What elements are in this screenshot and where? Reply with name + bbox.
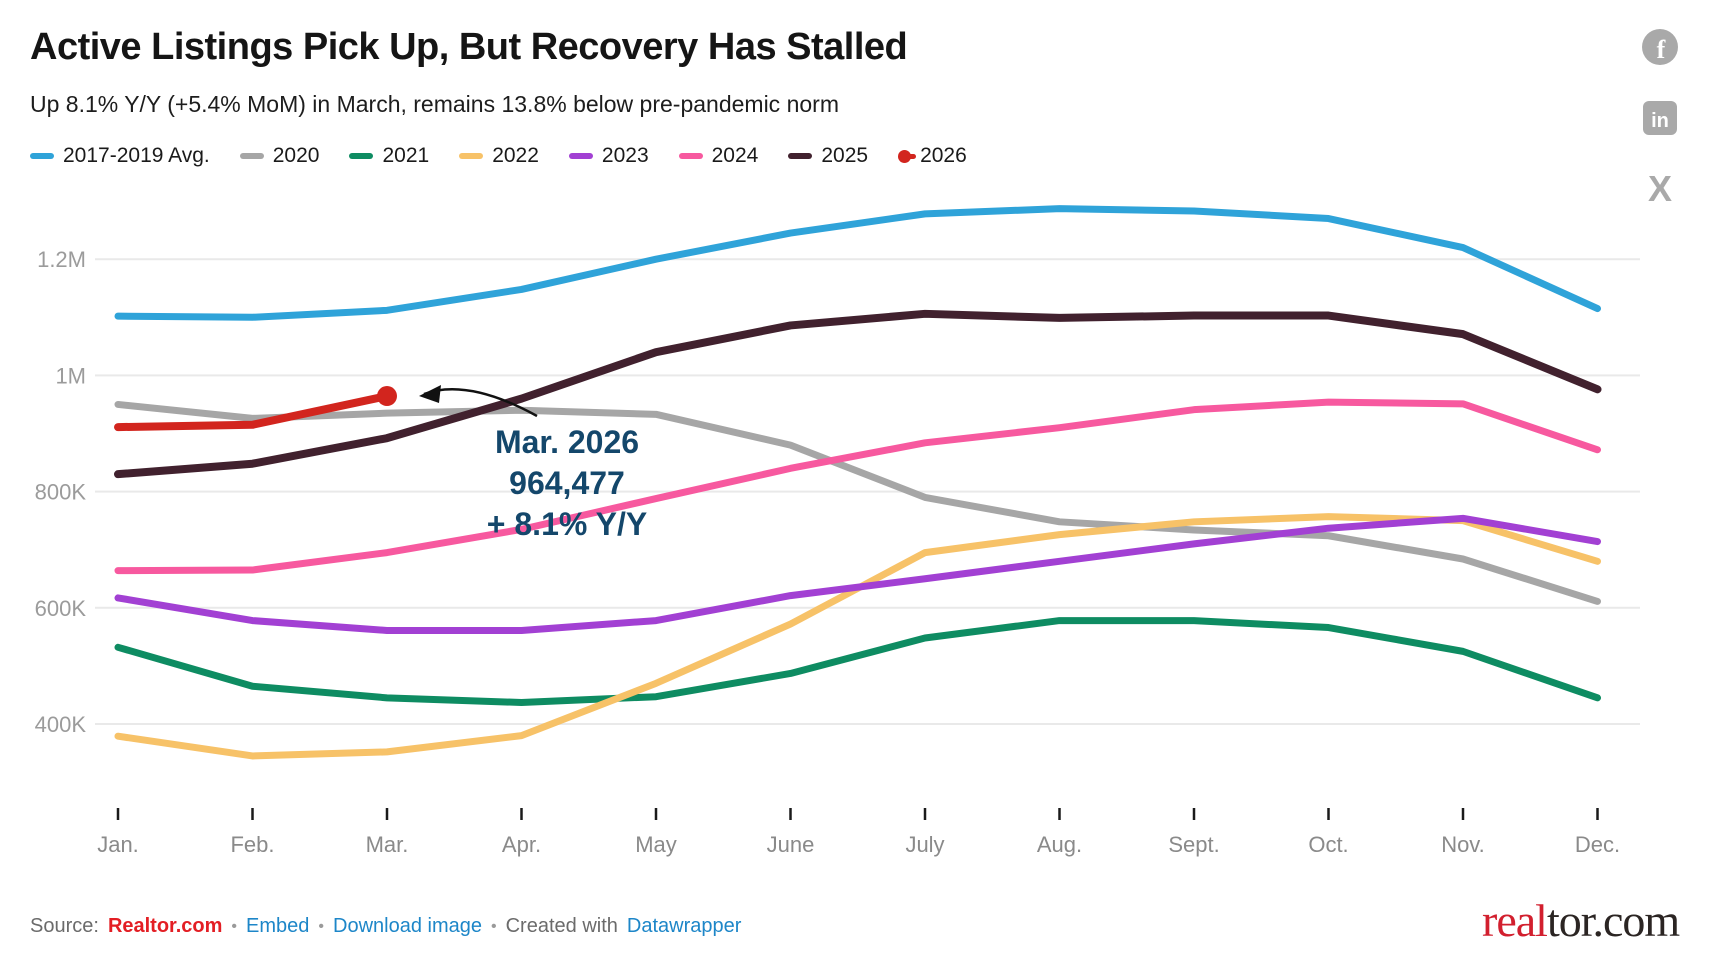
legend-swatch-icon: [898, 149, 917, 163]
page-title: Active Listings Pick Up, But Recovery Ha…: [30, 26, 908, 68]
line-2023: [114, 514, 1601, 634]
y-axis-label: 800K: [35, 480, 87, 505]
legend-label: 2025: [821, 144, 869, 167]
legend-label: 2023: [601, 144, 649, 167]
linkedin-icon[interactable]: in: [1641, 99, 1679, 137]
line-2017-2019-avg-: [114, 205, 1601, 321]
x-icon[interactable]: X: [1641, 170, 1679, 208]
x-axis-label: Oct.: [1308, 832, 1348, 857]
latest-point-marker: [377, 386, 397, 407]
logo-part-dark: tor.com: [1546, 895, 1680, 946]
separator-bullet: •: [231, 917, 238, 935]
x-axis-label: Apr.: [502, 832, 541, 857]
x-axis-label: Dec.: [1575, 832, 1620, 857]
legend-label: 2020: [272, 144, 320, 167]
legend-label: 2021: [382, 144, 430, 167]
line-2020: [114, 400, 1601, 605]
legend-item-2017-2019-avg-: 2017-2019 Avg.: [30, 144, 210, 168]
source-label: Source:: [30, 915, 99, 937]
annotation-text: 964,477: [509, 465, 625, 501]
x-axis-label: Feb.: [230, 832, 274, 857]
line-2021: [114, 617, 1601, 707]
legend-label: 2022: [492, 144, 539, 167]
download-image-link[interactable]: Download image: [333, 915, 482, 937]
legend-item-2026: 2026: [898, 144, 967, 168]
source-link[interactable]: Realtor.com: [107, 915, 223, 937]
legend-swatch-icon: [30, 153, 54, 159]
x-axis-label: May: [635, 832, 677, 857]
embed-link[interactable]: Embed: [246, 915, 310, 937]
x-axis-label: July: [905, 832, 944, 857]
legend-item-2024: 2024: [678, 144, 759, 168]
realtor-com-logo: realtor.com: [1482, 894, 1680, 947]
legend-swatch-icon: [459, 153, 484, 159]
separator-bullet: •: [491, 917, 497, 935]
line-2025: [114, 309, 1602, 479]
legend-swatch-icon: [678, 153, 703, 159]
svg-text:f: f: [1657, 35, 1666, 64]
legend-swatch-icon: [568, 153, 593, 159]
page-subtitle: Up 8.1% Y/Y (+5.4% MoM) in March, remain…: [30, 91, 839, 117]
datawrapper-link[interactable]: Datawrapper: [626, 915, 742, 937]
facebook-icon[interactable]: f: [1641, 28, 1679, 66]
x-axis-label: Nov.: [1441, 832, 1485, 857]
legend-swatch-icon: [239, 153, 264, 159]
legend-item-2022: 2022: [459, 144, 539, 168]
footer: Source: Realtor.com • Embed • Download i…: [30, 915, 741, 938]
y-axis-label: 400K: [35, 712, 87, 737]
social-share-bar: f in X: [1641, 28, 1679, 208]
x-axis-label: Jan.: [97, 832, 139, 857]
annotation-arrowhead: [419, 385, 441, 403]
legend-item-2021: 2021: [349, 144, 429, 168]
x-axis-label: June: [767, 832, 815, 857]
y-axis-label: 600K: [35, 596, 87, 621]
line-2024: [114, 398, 1601, 575]
annotation-text: + 8.1% Y/Y: [487, 506, 647, 542]
annotation-text: Mar. 2026: [495, 424, 639, 460]
separator-bullet: •: [318, 917, 325, 935]
svg-text:in: in: [1651, 110, 1669, 132]
legend-item-2020: 2020: [239, 144, 320, 168]
x-axis-label: Sept.: [1168, 832, 1219, 857]
legend-swatch-icon: [788, 153, 813, 159]
chart-legend: 2017-2019 Avg. 2020 2021 2022 2023 2024 2025 20…: [30, 144, 967, 168]
legend-item-2025: 2025: [788, 144, 868, 168]
svg-text:X: X: [1648, 170, 1672, 208]
x-axis-label: Mar.: [366, 832, 409, 857]
legend-label: 2026: [920, 144, 967, 167]
y-axis-label: 1.2M: [37, 247, 86, 272]
y-axis-label: 1M: [55, 363, 86, 388]
x-axis-label: Aug.: [1037, 832, 1082, 857]
created-with-label: Created with: [505, 915, 618, 937]
line-2026: [114, 392, 391, 432]
legend-item-2023: 2023: [568, 144, 649, 168]
legend-swatch-icon: [349, 153, 374, 159]
legend-label: 2017-2019 Avg.: [63, 144, 210, 167]
legend-label: 2024: [711, 144, 759, 167]
logo-part-red: real: [1482, 895, 1548, 946]
